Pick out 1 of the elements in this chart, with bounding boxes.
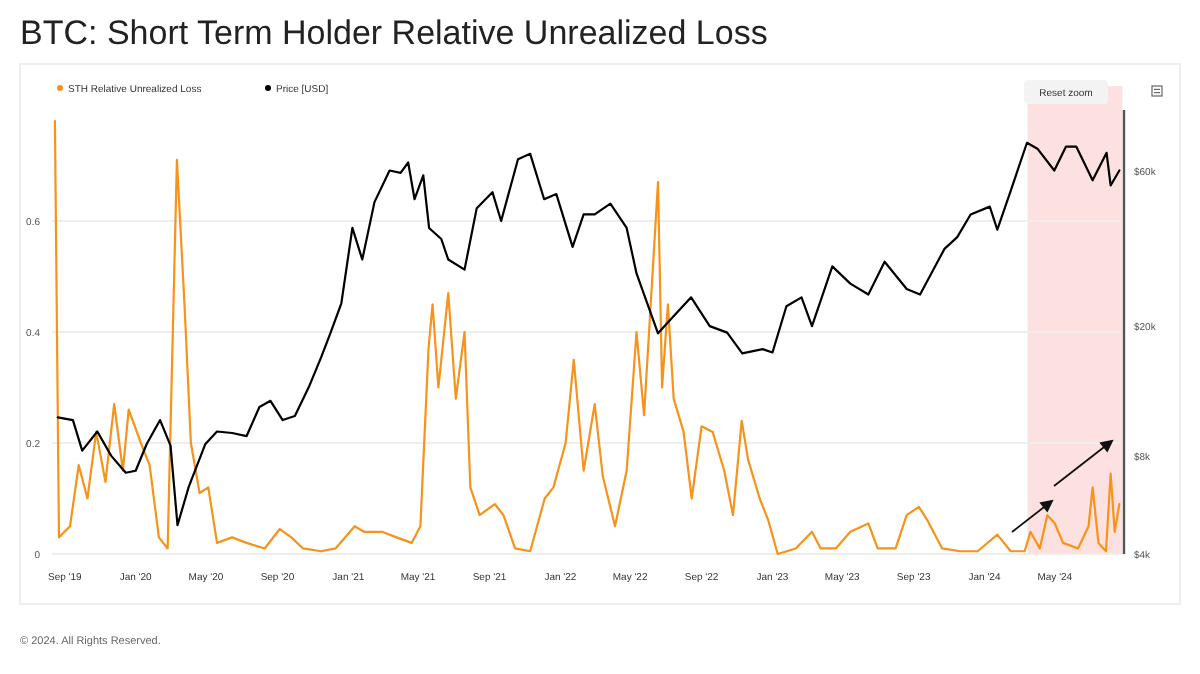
chart-title: BTC: Short Term Holder Relative Unrealized Loss — [20, 14, 768, 52]
